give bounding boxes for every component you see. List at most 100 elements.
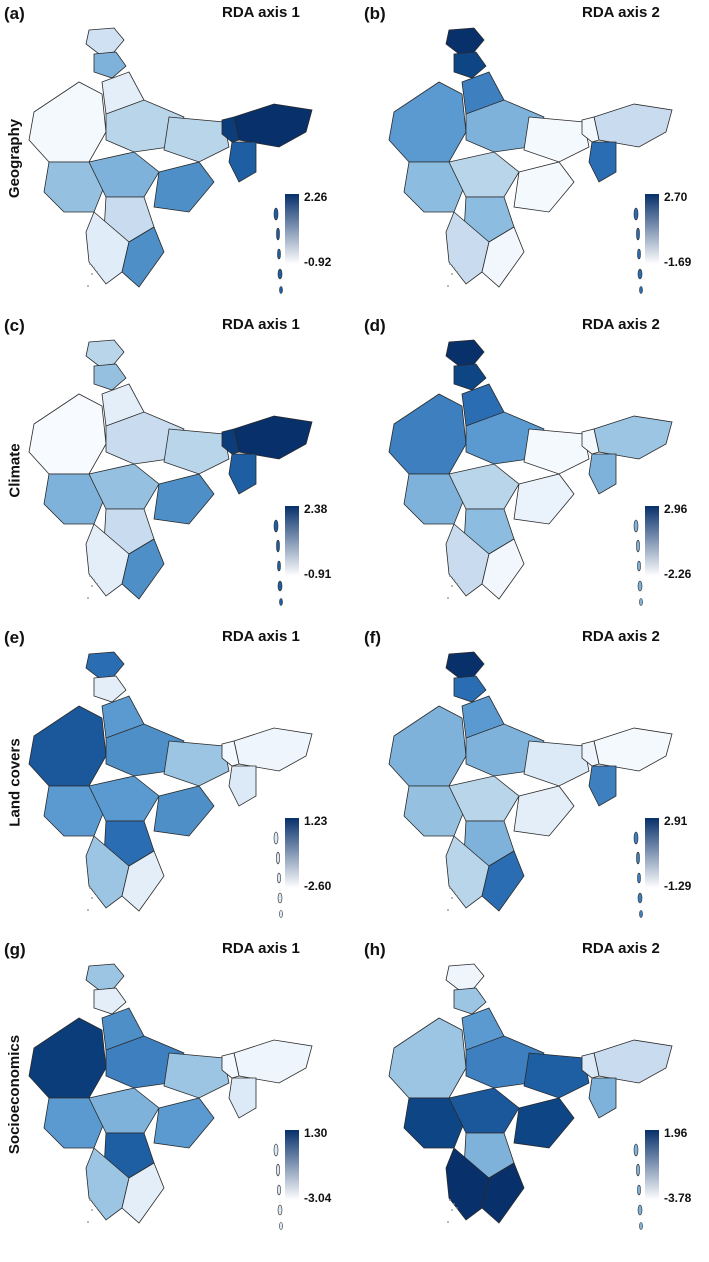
- panel-letter: (e): [4, 628, 25, 647]
- map-region: [28, 81, 107, 163]
- map-region: [163, 428, 230, 475]
- island-dot: [91, 897, 93, 899]
- island-group: [277, 1184, 281, 1196]
- map-region: [228, 1077, 257, 1119]
- island-group: [273, 831, 279, 845]
- panel-letter: (b): [364, 4, 386, 23]
- legend-max-value: 2.26: [304, 190, 328, 204]
- color-scale-bar: [645, 1130, 659, 1200]
- color-scale-bar: [285, 1130, 299, 1200]
- map-region: [228, 453, 257, 495]
- island-group: [636, 1163, 640, 1177]
- map-region: [121, 1162, 165, 1224]
- panel-title: RDA axis 1: [222, 4, 300, 21]
- map-region: [153, 473, 215, 525]
- map-region: [228, 141, 257, 183]
- legend-min-value: -3.78: [664, 1191, 692, 1205]
- island-group: [279, 910, 283, 918]
- map-panel-c: (c) RDA axis 1 2.38 -0.91: [2, 314, 342, 614]
- legend-min-value: -1.29: [664, 879, 692, 893]
- map-region: [588, 765, 617, 807]
- map-region: [153, 161, 215, 213]
- island-group: [277, 268, 283, 280]
- map-region: [513, 785, 575, 837]
- island-dot: [93, 891, 95, 893]
- map-region: [593, 1039, 673, 1084]
- island-dot: [451, 1209, 453, 1211]
- map-panel-b: (b) RDA axis 2 2.70 -1.69: [362, 2, 702, 302]
- map-region: [445, 339, 485, 367]
- legend-max-value: 2.96: [664, 502, 688, 516]
- island-dot: [87, 909, 89, 911]
- island-dot: [451, 585, 453, 587]
- map-region: [581, 116, 600, 143]
- island-group: [277, 892, 283, 904]
- legend-max-value: 2.38: [304, 502, 328, 516]
- island-dot: [456, 1207, 458, 1209]
- panel-letter: (a): [4, 4, 25, 23]
- island-group: [277, 1204, 283, 1216]
- india-choropleth-map: [388, 651, 673, 918]
- island-dot: [96, 271, 98, 273]
- map-region: [153, 1097, 215, 1149]
- island-dot: [93, 267, 95, 269]
- panel-title: RDA axis 1: [222, 940, 300, 957]
- map-region: [481, 226, 525, 288]
- india-choropleth-map: [28, 27, 313, 294]
- island-dot: [456, 895, 458, 897]
- legend-min-value: -2.60: [304, 879, 332, 893]
- legend-min-value: -0.92: [304, 255, 332, 269]
- island-dot: [91, 1209, 93, 1211]
- legend-max-value: 2.70: [664, 190, 688, 204]
- map-region: [513, 161, 575, 213]
- map-region: [593, 415, 673, 460]
- island-dot: [91, 585, 93, 587]
- island-dot: [89, 575, 91, 577]
- island-group: [633, 831, 639, 845]
- map-region: [588, 453, 617, 495]
- map-region: [513, 1097, 575, 1149]
- island-group: [636, 539, 640, 553]
- island-dot: [447, 597, 449, 599]
- island-group: [637, 872, 641, 884]
- map-panel-f: (f) RDA axis 2 2.91 -1.29: [362, 626, 702, 926]
- color-scale-bar: [285, 506, 299, 576]
- map-region: [153, 785, 215, 837]
- map-region: [88, 1087, 160, 1134]
- map-region: [453, 363, 487, 391]
- island-group: [639, 286, 643, 294]
- island-group: [276, 851, 280, 865]
- island-dot: [449, 887, 451, 889]
- color-scale-bar: [285, 818, 299, 888]
- island-dot: [87, 1221, 89, 1223]
- island-dot: [453, 267, 455, 269]
- island-group: [273, 207, 279, 221]
- island-group: [277, 580, 283, 592]
- island-group: [633, 207, 639, 221]
- map-region: [523, 428, 590, 475]
- panel-title: RDA axis 2: [582, 940, 660, 957]
- map-region: [388, 393, 467, 475]
- panel-title: RDA axis 2: [582, 316, 660, 333]
- panel-title: RDA axis 2: [582, 4, 660, 21]
- island-dot: [91, 273, 93, 275]
- map-region: [481, 1162, 525, 1224]
- island-dot: [449, 575, 451, 577]
- island-group: [276, 1163, 280, 1177]
- india-choropleth-map: [28, 963, 313, 1230]
- island-dot: [87, 285, 89, 287]
- india-choropleth-map: [28, 651, 313, 918]
- map-panel-h: (h) RDA axis 2 1.96 -3.78: [362, 938, 702, 1238]
- island-dot: [453, 1203, 455, 1205]
- map-region: [448, 1087, 520, 1134]
- map-region: [121, 538, 165, 600]
- map-region: [121, 226, 165, 288]
- island-group: [637, 560, 641, 572]
- island-group: [639, 910, 643, 918]
- map-region: [121, 850, 165, 912]
- map-region: [163, 116, 230, 163]
- map-region: [233, 727, 313, 772]
- map-region: [593, 103, 673, 148]
- island-group: [633, 519, 639, 533]
- map-region: [85, 963, 125, 991]
